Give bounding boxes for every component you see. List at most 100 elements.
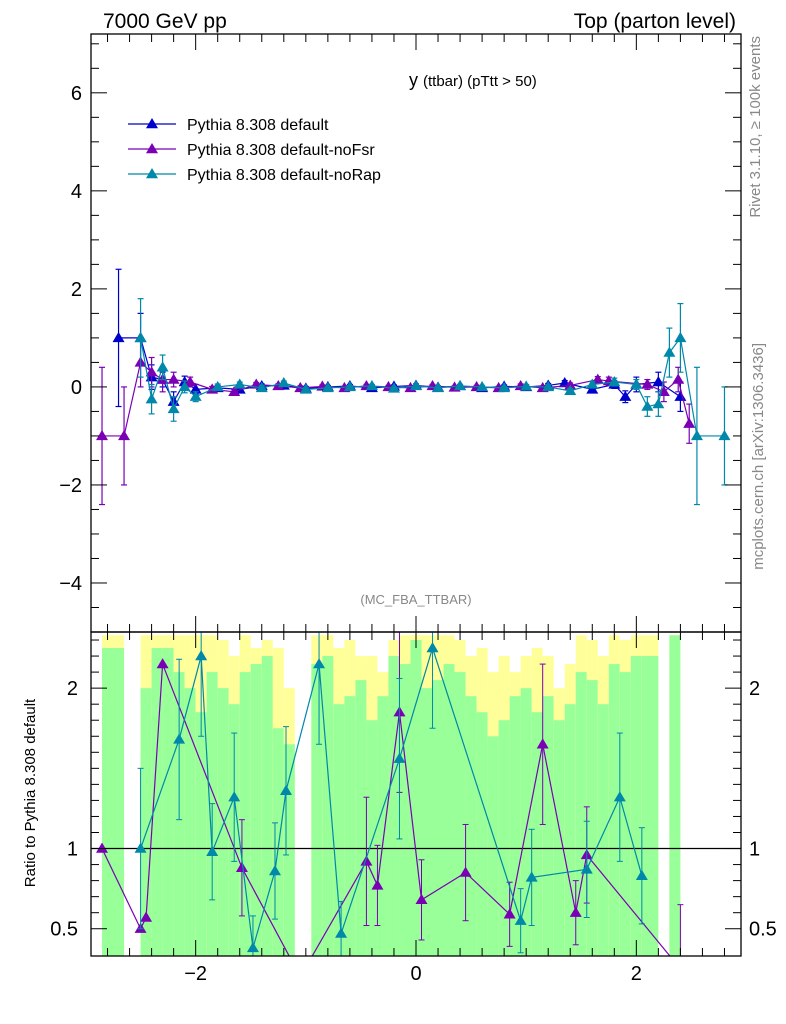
ratio-y-tick-label: 2 — [67, 678, 78, 700]
uncertainty-band-green — [388, 656, 400, 956]
data-point — [690, 429, 703, 441]
ratio-point — [335, 927, 348, 938]
data-point — [564, 384, 577, 396]
legend-label: Pythia 8.308 default-noFsr — [187, 142, 375, 159]
ratio-axes: 0.5 0.5 1 1 2 2 −2 0 2 — [50, 631, 777, 985]
uncertainty-band-green — [184, 688, 196, 956]
ratio-point — [514, 914, 527, 925]
legend-label: Pythia 8.308 default — [187, 117, 329, 134]
uncertainty-band-green — [531, 712, 543, 956]
y-tick-label: −4 — [59, 573, 82, 595]
uncertainty-band-green — [250, 664, 262, 956]
x-tick-label: 0 — [410, 963, 421, 985]
ratio-point — [426, 642, 439, 653]
rivet-label: Rivet 3.1.10, ≥ 100k events — [747, 36, 764, 218]
ratio-y-tick-label: 0.5 — [50, 919, 78, 941]
data-point — [674, 331, 687, 343]
uncertainty-band-green — [641, 656, 659, 956]
legend-marker — [146, 143, 158, 154]
data-point — [184, 376, 197, 387]
data-point — [167, 373, 180, 384]
data-point — [343, 380, 356, 392]
ratio-point — [156, 658, 169, 669]
uncertainty-band-green — [487, 736, 499, 956]
x-tick-label: 2 — [631, 963, 642, 985]
data-point — [365, 379, 378, 391]
uncertainty-band-green — [344, 696, 356, 956]
mcplots-label: mcplots.cern.ch [arXiv:1306.3436] — [750, 343, 767, 570]
ratio-point — [569, 906, 582, 917]
uncertainty-band-green — [355, 680, 367, 956]
y-tick-label: 6 — [71, 83, 82, 105]
x-tick-label: −2 — [184, 963, 207, 985]
uncertainty-band-green — [140, 688, 152, 956]
legend-marker — [146, 118, 158, 129]
uncertainty-band-green — [443, 664, 455, 956]
uncertainty-band-green — [619, 672, 631, 956]
data-point — [657, 385, 670, 397]
y-tick-label: 2 — [71, 279, 82, 301]
data-point — [299, 383, 312, 394]
y-tick-label: −2 — [59, 475, 82, 497]
ratio-point — [580, 863, 593, 874]
data-point — [454, 379, 467, 391]
uncertainty-band-green — [465, 696, 477, 956]
ratio-ylabel: Ratio to Pythia 8.308 default — [22, 698, 39, 887]
data-point — [652, 376, 665, 387]
data-point — [96, 429, 109, 441]
header-right: Top (parton level) — [574, 10, 736, 33]
ratio-point — [235, 861, 248, 872]
main-title: y — [409, 70, 418, 90]
ratio-y-tick-label-right: 2 — [749, 678, 760, 700]
uncertainty-band-green — [586, 680, 598, 956]
data-point — [145, 393, 158, 404]
ratio-y-tick-label-right: 0.5 — [749, 919, 777, 941]
ratio-point — [294, 971, 306, 981]
data-point — [718, 429, 731, 441]
uncertainty-band-green — [311, 664, 323, 956]
ratio-point — [613, 791, 626, 802]
data-point — [520, 380, 533, 391]
uncertainty-band-green — [553, 720, 565, 956]
uncertainty-band-green — [261, 656, 273, 956]
data-point — [321, 381, 334, 393]
data-point — [641, 378, 654, 389]
data-point — [189, 383, 202, 394]
data-point — [652, 398, 665, 409]
analysis-watermark: (MC_FBA_TTBAR) — [360, 592, 471, 607]
data-point — [189, 390, 202, 401]
ratio-point — [536, 738, 549, 749]
legend-label: Pythia 8.308 default-noRap — [187, 167, 381, 184]
series-line-2 — [139, 336, 725, 437]
data-point — [586, 378, 599, 389]
uncertainty-band-green — [162, 648, 174, 956]
uncertainty-band-green — [217, 688, 229, 956]
data-point — [145, 366, 158, 377]
data-point — [156, 361, 169, 372]
data-point — [432, 381, 445, 393]
ratio-point — [134, 842, 147, 853]
ratio-y-tick-label-right: 1 — [749, 839, 760, 861]
data-point — [630, 378, 643, 389]
data-point — [277, 376, 290, 388]
main-series-layer — [96, 268, 731, 506]
data-point — [683, 417, 696, 428]
uncertainty-band-green — [498, 720, 510, 956]
uncertainty-band-green — [669, 635, 681, 956]
uncertainty-band-green — [564, 704, 576, 956]
ratio-point — [173, 733, 186, 744]
uncertainty-band-green — [476, 712, 488, 956]
uncertainty-band-green — [542, 696, 554, 956]
ratio-point — [96, 842, 109, 853]
data-point — [211, 380, 224, 392]
data-point — [498, 381, 511, 393]
ratio-point — [140, 911, 153, 922]
uncertainty-band-green — [333, 704, 345, 956]
ratio-series-layer — [91, 632, 741, 981]
ratio-point — [674, 963, 686, 973]
uncertainty-band-green — [366, 720, 378, 956]
uncertainty-band-green — [575, 672, 587, 956]
ratio-point — [503, 908, 516, 919]
ratio-line-0 — [101, 663, 671, 956]
y-tick-label: 4 — [71, 181, 82, 203]
